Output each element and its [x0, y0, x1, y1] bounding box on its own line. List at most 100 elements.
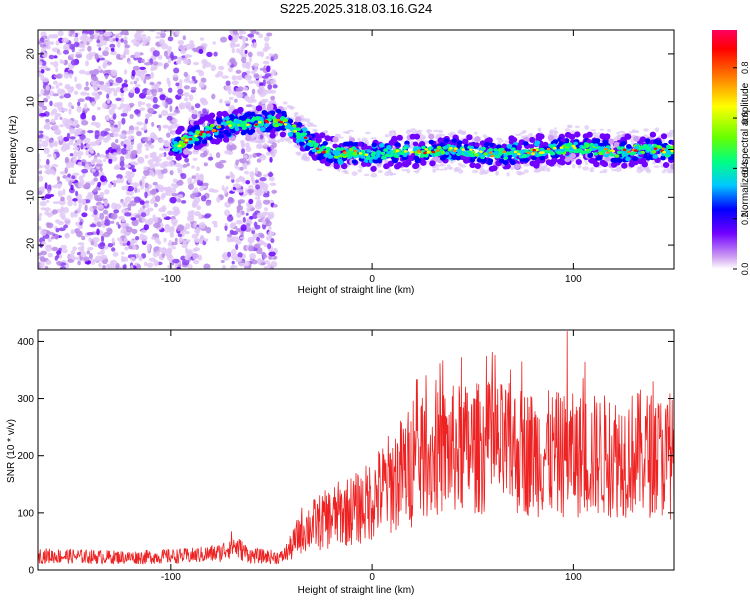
- spectrogram-noise-blob: [116, 40, 121, 48]
- spectrogram-noise-blob: [267, 84, 273, 90]
- spectrogram-noise-blob: [226, 233, 232, 238]
- spectrogram-noise-blob: [136, 263, 141, 269]
- spectrogram-noise-blob: [111, 237, 115, 244]
- spectrogram-noise-blob: [77, 98, 85, 103]
- spectrogram-noise-blob: [237, 176, 245, 182]
- spectrogram-ridge-blob: [535, 133, 543, 139]
- spectrogram-ridge-blob: [401, 161, 409, 168]
- spectrogram-noise-blob: [103, 199, 108, 207]
- spectrogram-noise-blob: [103, 158, 106, 162]
- spectrogram-halo-blob: [458, 129, 463, 134]
- spectrogram-noise-blob: [124, 139, 131, 146]
- spectrogram-halo-blob: [446, 166, 453, 170]
- spectrogram-halo-blob: [661, 138, 665, 143]
- spectrogram-halo-blob: [262, 99, 267, 104]
- spectrogram-noise-blob: [65, 177, 71, 182]
- spectrogram-ridge-blob: [409, 133, 416, 140]
- spectrogram-ridge-blob: [444, 151, 450, 155]
- spectrogram-noise-blob: [157, 173, 164, 180]
- spectrogram-noise-blob: [94, 187, 102, 191]
- spectrogram-noise-blob: [165, 189, 173, 196]
- spectrogram-noise-blob: [184, 231, 190, 235]
- spectrogram-noise-blob: [91, 168, 96, 172]
- spectrogram-noise-blob: [245, 212, 249, 216]
- spectrogram-noise-blob: [162, 100, 166, 107]
- spectrogram-noise-blob: [59, 95, 64, 99]
- spectrogram-noise-blob: [244, 170, 249, 175]
- spectrogram-noise-blob: [191, 76, 196, 80]
- spectrogram-noise-blob: [91, 92, 97, 96]
- spectrogram-noise-blob: [47, 252, 53, 258]
- spectrogram-noise-blob: [183, 85, 190, 90]
- spectrogram-ridge-blob: [548, 135, 555, 141]
- spectrogram-halo-blob: [517, 172, 523, 176]
- spectrogram-noise-blob: [187, 183, 194, 190]
- spectrogram-noise-blob: [109, 220, 115, 224]
- spectrogram-noise-blob: [51, 246, 59, 252]
- spectrogram-noise-blob: [44, 265, 49, 269]
- spectrogram-halo-blob: [324, 129, 329, 134]
- spectrogram-ridge-blob: [573, 141, 579, 146]
- spectrogram-noise-blob: [130, 186, 134, 190]
- spectrogram-halo-blob: [653, 165, 660, 169]
- spectrogram-noise-blob: [83, 256, 90, 262]
- spectrogram-noise-blob: [193, 222, 197, 228]
- spectrogram-ridge-blob: [474, 142, 480, 148]
- spectrogram-noise-blob: [110, 50, 117, 56]
- spectrogram-noise-blob: [166, 210, 174, 216]
- spectrogram-noise-blob: [123, 47, 128, 54]
- spectrogram-ridge-blob: [186, 144, 193, 149]
- spectrogram-noise-blob: [77, 252, 82, 256]
- spectrogram-noise-blob: [120, 38, 124, 43]
- spectrogram-noise-blob: [89, 70, 95, 75]
- spectrogram-ridge-blob: [424, 148, 429, 151]
- spectrogram-noise-blob: [47, 188, 51, 194]
- spectrogram-ridge-blob: [412, 163, 419, 170]
- spectrogram-ridge-blob: [333, 155, 339, 159]
- spectrogram-ridge-blob: [207, 135, 213, 141]
- spectrogram-noise-blob: [260, 262, 266, 266]
- spectrogram-noise-blob: [144, 154, 149, 159]
- spectrogram-noise-blob: [244, 260, 250, 267]
- spectrogram-noise-blob: [139, 107, 146, 111]
- spectrogram-noise-blob: [69, 153, 74, 157]
- spectrogram-noise-blob: [105, 81, 110, 89]
- spectrogram-noise-blob: [63, 93, 71, 99]
- spectrogram-noise-blob: [150, 198, 154, 205]
- spectrogram-noise-blob: [71, 175, 76, 180]
- spectrogram-noise-blob: [122, 264, 127, 269]
- spectrogram-noise-blob: [128, 61, 132, 65]
- spectrogram-ridge-blob: [661, 147, 665, 150]
- spectrogram-ridge-blob: [637, 158, 644, 165]
- spectrogram-noise-blob: [107, 88, 111, 95]
- spectrogram-ridge-blob: [580, 151, 586, 155]
- spectrogram-ridge-blob: [335, 147, 341, 151]
- spectrogram-ridge-blob: [209, 119, 215, 125]
- spectrogram-noise-blob: [208, 188, 216, 193]
- snr-xlabel: Height of straight line (km): [298, 585, 415, 596]
- spectrogram-noise-blob: [248, 198, 254, 205]
- spectrogram-noise-blob: [158, 207, 166, 213]
- spectrogram-noise-blob: [130, 150, 138, 156]
- spectrogram-noise-blob: [235, 220, 243, 225]
- spectrogram-halo-blob: [376, 165, 382, 168]
- spectrogram-noise-blob: [111, 212, 118, 220]
- spectrogram-noise-blob: [138, 142, 143, 149]
- spectrogram-halo-blob: [271, 140, 279, 143]
- spectrogram-ridge-blob: [245, 118, 251, 123]
- spectrogram-ridge-blob: [338, 160, 344, 166]
- spectrogram-noise-blob: [192, 109, 198, 115]
- spectrogram-noise-blob: [106, 61, 112, 65]
- spectrogram-noise-blob: [152, 216, 159, 223]
- spectrogram-noise-blob: [268, 255, 273, 260]
- spectrogram-halo-blob: [295, 151, 301, 155]
- spectrogram-halo-blob: [566, 124, 573, 129]
- spectrogram-ytick-label: 0: [26, 146, 37, 152]
- snr-frame: [37, 329, 675, 571]
- snr-panel: -100 0 100 0 100 200 300 400 Height of straight…: [6, 329, 675, 596]
- spectrogram-noise-blob: [135, 236, 140, 241]
- spectrogram-noise-blob: [158, 124, 162, 132]
- spectrogram-noise-blob: [211, 93, 216, 100]
- spectrogram-halo-blob: [448, 135, 453, 138]
- spectrogram-noise-blob: [73, 36, 79, 43]
